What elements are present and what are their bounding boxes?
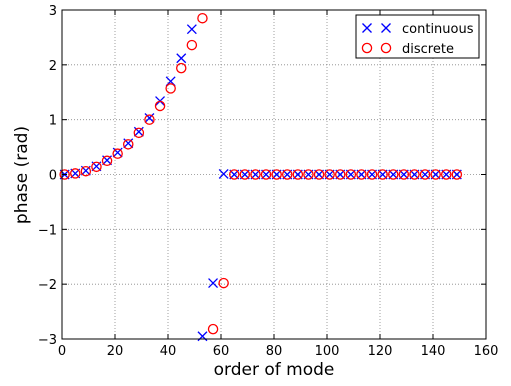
data-point-o-marker: [377, 169, 388, 180]
data-point-o-marker: [165, 83, 176, 94]
series-discrete: [59, 12, 463, 335]
data-point-o-marker: [70, 168, 81, 179]
data-point-o-marker: [80, 165, 92, 177]
data-point-o-marker: [154, 100, 166, 112]
data-point-o-marker: [387, 169, 399, 180]
data-point-x-marker: [144, 113, 155, 123]
legend-label-continuous: continuous: [402, 22, 474, 37]
data-point-o-marker: [175, 62, 187, 74]
legend-marker-o: [380, 42, 392, 54]
legend-marker-x: [362, 23, 372, 33]
y-tick-label: 2: [49, 59, 57, 74]
data-point-o-marker: [398, 169, 410, 180]
x-tick-label: 40: [160, 344, 177, 359]
series-continuous: [59, 24, 462, 342]
x-axis-label: order of mode: [214, 360, 335, 380]
legend-box: [355, 14, 480, 59]
legend-item-discrete: [361, 42, 392, 54]
grid-layer: [62, 10, 486, 339]
data-point-o-marker: [112, 148, 123, 159]
y-tick-label: −2: [38, 278, 57, 293]
data-point-o-marker: [260, 169, 272, 180]
data-point-o-marker: [356, 169, 367, 180]
data-point-o-marker: [419, 169, 431, 180]
x-tick-label: 20: [107, 344, 124, 359]
data-point-o-marker: [197, 12, 208, 24]
data-point-o-marker: [91, 161, 102, 173]
data-point-o-marker: [324, 169, 335, 180]
data-point-o-marker: [281, 169, 293, 180]
x-tick-label: 160: [474, 344, 499, 359]
data-point-o-marker: [366, 169, 378, 180]
data-point-o-marker: [218, 277, 229, 289]
data-point-x-marker: [186, 24, 197, 35]
legend-marker-x: [381, 23, 391, 33]
data-point-o-marker: [59, 169, 70, 180]
data-point-o-marker: [409, 169, 420, 180]
x-tick-label: 60: [213, 344, 230, 359]
x-tick-label: 140: [421, 344, 446, 359]
data-point-o-marker: [239, 169, 251, 180]
data-point-o-marker: [303, 169, 314, 180]
data-point-o-marker: [123, 139, 134, 150]
data-point-o-marker: [186, 39, 198, 51]
data-point-x-marker: [176, 53, 187, 64]
data-point-o-marker: [207, 323, 219, 335]
data-point-o-marker: [144, 114, 155, 125]
data-point-o-marker: [334, 169, 346, 180]
data-point-o-marker: [133, 127, 145, 139]
data-point-o-marker: [451, 169, 463, 180]
data-layer: [59, 12, 463, 342]
data-point-o-marker: [313, 169, 325, 180]
data-point-o-marker: [101, 155, 113, 167]
x-tick-label: 100: [315, 344, 340, 359]
data-point-o-marker: [228, 169, 240, 180]
legend-item-continuous: [362, 23, 391, 33]
data-point-x-marker: [218, 168, 229, 179]
y-tick-label: 0: [49, 169, 57, 184]
y-tick-label: −3: [38, 333, 57, 348]
x-tick-label: 120: [368, 344, 393, 359]
tick-layer: 0 20 40 60 80 100 120 140 160 −3 −2 −1 0 1 2 3: [38, 4, 499, 359]
y-tick-label: 3: [49, 4, 57, 19]
data-point-o-marker: [250, 169, 261, 180]
data-point-o-marker: [292, 169, 304, 180]
y-tick-label: −1: [38, 223, 57, 238]
data-point-x-marker: [208, 278, 219, 289]
data-point-o-marker: [440, 169, 452, 180]
y-axis-label: phase (rad): [12, 126, 32, 224]
legend-label-discrete: discrete: [402, 42, 454, 57]
legend: continuous discrete: [355, 14, 480, 59]
x-tick-label: 80: [266, 344, 283, 359]
data-point-o-marker: [345, 169, 357, 180]
y-tick-label: 1: [49, 114, 57, 129]
x-tick-label: 0: [58, 344, 66, 359]
data-point-o-marker: [430, 169, 441, 180]
legend-marker-o: [361, 42, 373, 54]
data-point-o-marker: [271, 169, 282, 180]
